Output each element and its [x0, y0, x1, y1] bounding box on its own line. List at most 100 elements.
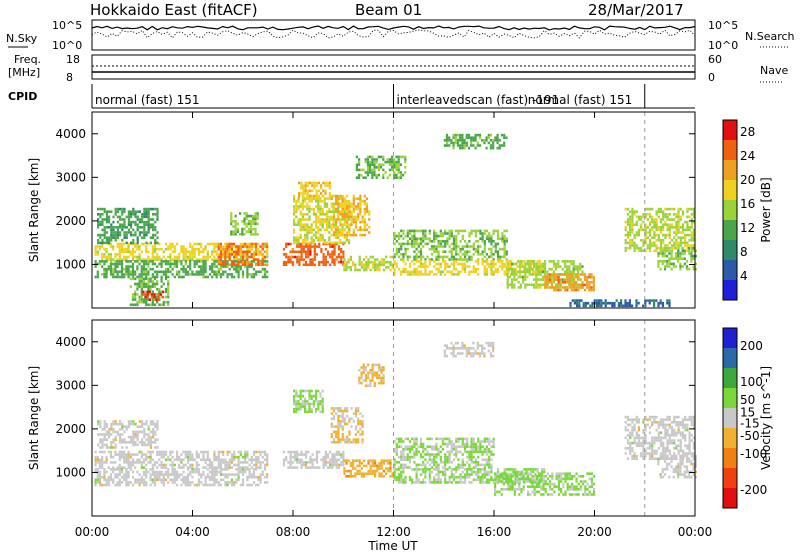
data-cell — [112, 441, 114, 444]
data-cell — [647, 236, 649, 239]
data-cell — [185, 253, 187, 256]
data-cell — [315, 216, 317, 219]
data-cell — [301, 453, 303, 456]
data-cell — [246, 217, 248, 220]
data-cell — [180, 263, 182, 266]
data-cell — [497, 243, 499, 246]
data-cell — [649, 242, 651, 245]
data-cell — [370, 467, 372, 470]
data-cell — [307, 184, 309, 187]
data-cell — [220, 273, 222, 276]
data-cell — [675, 226, 677, 229]
data-cell — [333, 410, 335, 413]
data-cell — [684, 252, 686, 255]
data-cell — [662, 229, 664, 232]
data-cell — [684, 229, 686, 232]
data-cell — [366, 223, 368, 226]
data-cell — [191, 253, 193, 256]
data-cell — [420, 248, 422, 251]
data-cell — [150, 446, 152, 449]
data-cell — [308, 226, 310, 229]
data-cell — [119, 471, 121, 474]
data-cell — [183, 271, 185, 274]
data-cell — [340, 256, 342, 259]
data-cell — [438, 263, 440, 266]
data-cell — [511, 284, 513, 287]
data-cell — [238, 476, 240, 479]
data-cell — [342, 216, 344, 219]
data-cell — [139, 210, 141, 213]
data-cell — [444, 263, 446, 266]
data-cell — [308, 210, 310, 213]
data-cell — [689, 234, 691, 237]
data-cell — [634, 247, 636, 250]
data-cell — [503, 144, 505, 147]
data-cell — [504, 240, 506, 243]
data-cell — [344, 407, 346, 410]
data-cell — [312, 258, 314, 261]
data-cell — [365, 384, 367, 387]
data-cell — [367, 472, 369, 475]
data-cell — [308, 408, 310, 411]
data-cell — [244, 451, 246, 454]
data-cell — [249, 476, 251, 479]
data-cell — [296, 245, 298, 248]
data-cell — [194, 471, 196, 474]
data-cell — [658, 229, 660, 232]
data-cell — [331, 436, 333, 439]
data-cell — [667, 234, 669, 237]
data-cell — [542, 265, 544, 268]
data-cell — [313, 400, 315, 403]
data-cell — [311, 190, 313, 193]
data-cell — [435, 263, 437, 266]
data-cell — [101, 433, 103, 436]
data-cell — [499, 147, 501, 150]
data-cell — [324, 229, 326, 232]
data-cell — [371, 176, 373, 179]
data-cell — [396, 240, 398, 243]
data-cell — [257, 459, 259, 462]
data-cell — [158, 304, 160, 307]
data-cell — [579, 268, 581, 271]
data-cell — [343, 269, 345, 272]
data-cell — [570, 263, 572, 266]
data-cell — [95, 464, 97, 467]
data-cell — [172, 481, 174, 484]
data-cell — [611, 305, 613, 308]
data-cell — [328, 221, 330, 224]
data-cell — [128, 420, 130, 423]
data-cell — [690, 255, 692, 258]
data-cell — [169, 256, 171, 259]
data-cell — [101, 213, 103, 216]
data-cell — [136, 288, 138, 291]
data-cell — [141, 444, 143, 447]
data-cell — [359, 264, 361, 267]
data-cell — [376, 467, 378, 470]
data-cell — [515, 263, 517, 266]
data-cell — [285, 261, 287, 264]
data-cell — [222, 248, 224, 251]
data-cell — [95, 245, 97, 248]
data-cell — [490, 237, 492, 240]
data-cell — [346, 234, 348, 237]
data-cell — [357, 213, 359, 216]
data-cell — [178, 273, 180, 276]
data-cell — [154, 256, 156, 259]
data-cell — [684, 244, 686, 247]
data-cell — [656, 218, 658, 221]
data-cell — [380, 366, 382, 369]
data-cell — [114, 265, 116, 268]
data-cell — [136, 256, 138, 259]
data-cell — [163, 476, 165, 479]
data-cell — [222, 468, 224, 471]
data-cell — [486, 263, 488, 266]
data-cell — [657, 302, 659, 305]
data-cell — [668, 305, 670, 308]
data-cell — [337, 418, 339, 421]
data-cell — [198, 464, 200, 467]
data-cell — [216, 245, 218, 248]
data-cell — [355, 197, 357, 200]
data-cell — [136, 479, 138, 482]
data-cell — [97, 253, 99, 256]
data-cell — [302, 192, 304, 195]
